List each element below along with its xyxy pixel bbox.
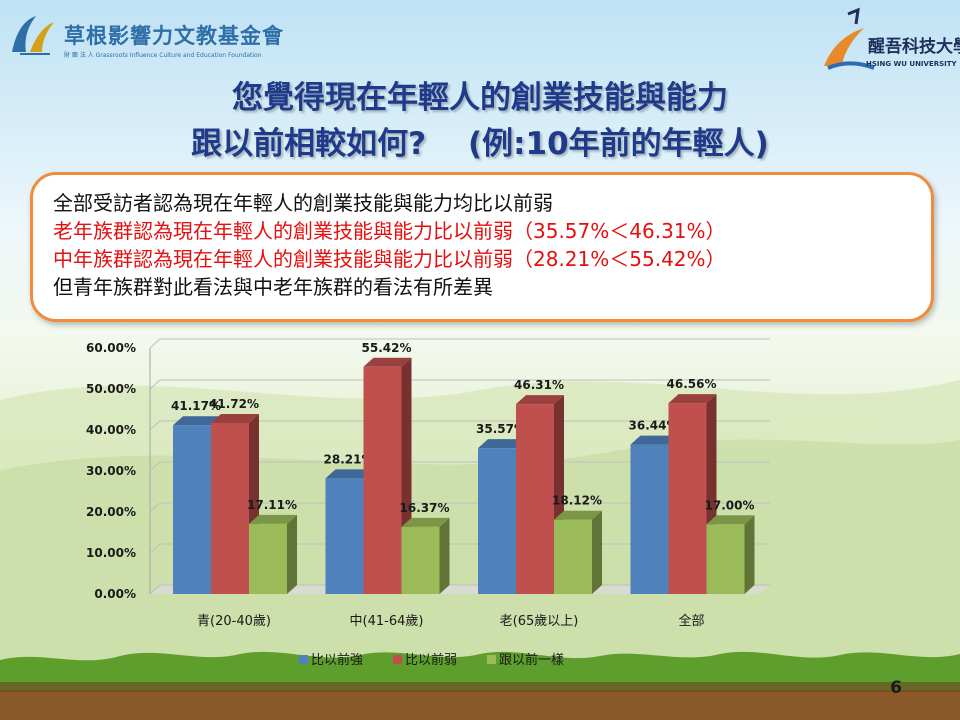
slide-title-line-2: 跟以前相較如何? (例:10年前的年輕人) [191,126,769,162]
legend-swatch [393,655,402,664]
bar-value-label: 41.17% [171,399,221,413]
legend-label: 比以前強 [311,652,363,668]
bar-side [439,517,450,594]
page-number: 6 [890,678,902,698]
summary-line-4: 但青年族群對此看法與中老年族群的看法有所差異 [53,275,493,299]
bar-value-label: 46.56% [667,377,717,391]
foundation-logo: 草根影響力文教基金會 財 團 法 人 Grassroots Influence … [6,10,283,66]
bar-value-label: 41.72% [209,397,259,411]
y-tick-label: 20.00% [86,505,136,519]
university-subtitle: HSING WU UNIVERSITY [866,60,957,68]
y-tick-label: 10.00% [86,546,136,560]
bar-value-label: 46.31% [514,378,564,392]
bar-value-label: 36.44% [629,419,679,433]
bar-top [325,469,374,479]
bar [630,444,669,594]
bar-value-label: 18.12% [552,494,602,508]
bar-value-label: 17.11% [247,498,297,512]
bar [668,403,707,594]
summary-line-2: 老年族群認為現在年輕人的創業技能與能力比以前弱（35.57%＜46.31%） [53,219,726,243]
foundation-logo-icon [12,16,54,55]
bar-top [249,514,297,524]
bar [211,422,249,594]
bar-top [173,416,221,426]
university-name: 醒吾科技大學 [868,37,960,57]
chart-floor [150,585,770,594]
bar-value-label: 16.37% [400,501,450,515]
summary-line-3: 中年族群認為現在年輕人的創業技能與能力比以前弱（28.21%＜55.42%） [53,247,726,271]
bar [363,366,402,594]
bar-value-label: 28.21% [324,452,374,466]
bar-top [401,517,450,527]
x-category-label: 中(41-64歲) [350,614,424,629]
y-tick-label: 30.00% [86,464,136,478]
slide-title-line-1: 您覺得現在年輕人的創業技能與能力 [232,80,728,116]
bar-value-label: 35.57% [476,422,526,436]
x-category-label: 全部 [678,613,704,629]
bar-side [744,515,755,594]
bar [401,526,440,594]
gridline-depth [149,461,161,472]
legend-label: 比以前弱 [405,652,457,668]
bar-top [668,394,717,404]
bar [554,519,592,594]
foundation-subtitle: 財 團 法 人 Grassroots Influence Culture and… [64,52,262,59]
gridline-depth [149,379,161,390]
y-tick-label: 60.00% [86,341,136,355]
gridline-depth [149,502,161,513]
legend-swatch [487,655,496,664]
bar-top [211,413,259,423]
bar-value-label: 55.42% [362,341,412,355]
gridline-depth [149,543,161,554]
summary-line-1: 全部受訪者認為現在年輕人的創業技能與能力均比以前弱 [53,191,553,215]
x-category-label: 老(65歲以上) [500,614,579,629]
bar-side [592,510,602,594]
gridline-depth [149,338,161,349]
bar-value-label: 17.00% [705,498,755,512]
y-tick-label: 40.00% [86,423,136,437]
bar [516,404,554,594]
bar [173,425,211,594]
bar-top [630,435,679,445]
y-tick-label: 0.00% [94,587,136,601]
y-tick-label: 50.00% [86,382,136,396]
foundation-name: 草根影響力文教基金會 [64,23,284,48]
bar [706,524,745,594]
bar-top [516,395,564,405]
bar-top [706,515,755,525]
bar [325,478,364,594]
gridline-depth [149,584,161,595]
summary-box: 全部受訪者認為現在年輕人的創業技能與能力均比以前弱 老年族群認為現在年輕人的創業… [30,172,934,322]
bar-top [363,357,412,367]
bar [478,448,516,594]
gridline-depth [149,420,161,431]
legend-label: 跟以前一樣 [499,652,564,668]
legend-swatch [299,655,308,664]
bar-side [287,514,297,594]
university-logo-icon [824,7,875,70]
bar-top [554,510,602,520]
bar [249,523,287,594]
university-logo: 醒吾科技大學 HSING WU UNIVERSITY [818,6,960,76]
bar-top [478,439,526,449]
x-category-label: 青(20-40歲) [197,614,271,629]
